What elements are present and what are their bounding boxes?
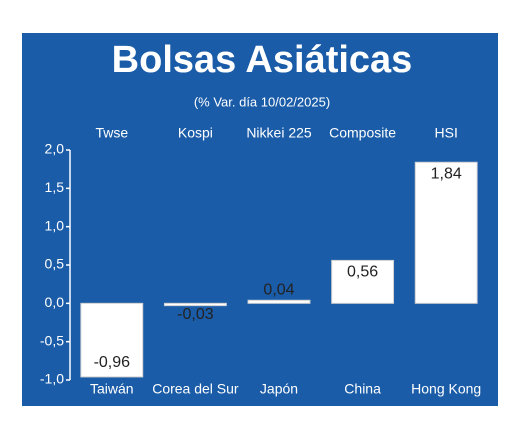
y-tick-label: -1,0 [40,371,64,387]
x-tick-label: Taiwán [90,381,134,397]
y-tick-label: 1,5 [45,179,65,195]
index-label: HSI [435,125,458,141]
bar [414,161,478,304]
chart-title: Bolsas Asiáticas [112,39,413,81]
y-tick-label: 2,0 [45,141,65,157]
y-tick-label: 1,0 [45,217,65,233]
index-label: Kospi [178,125,213,141]
x-tick-label: Hong Kong [411,381,481,397]
x-tick-label: Corea del Sur [152,381,239,397]
value-label: 0,56 [347,264,378,281]
value-label: 0,04 [263,281,294,298]
index-label: Nikkei 225 [246,125,312,141]
y-tick-label: 0,0 [45,294,65,310]
bar [331,259,395,304]
value-label: -0,96 [94,354,131,371]
index-label: Twse [95,125,128,141]
x-tick-label: China [344,381,381,397]
value-label: -0,03 [177,306,214,323]
y-tick-label: -0,5 [40,332,64,348]
value-label: 1,84 [431,165,462,182]
bar [247,299,311,304]
y-tick-label: 0,5 [45,256,65,272]
index-label: Composite [329,125,396,141]
bar [163,302,227,307]
chart-subtitle: (% Var. día 10/02/2025) [194,94,330,109]
bar [80,302,144,378]
x-tick-label: Japón [260,381,298,397]
